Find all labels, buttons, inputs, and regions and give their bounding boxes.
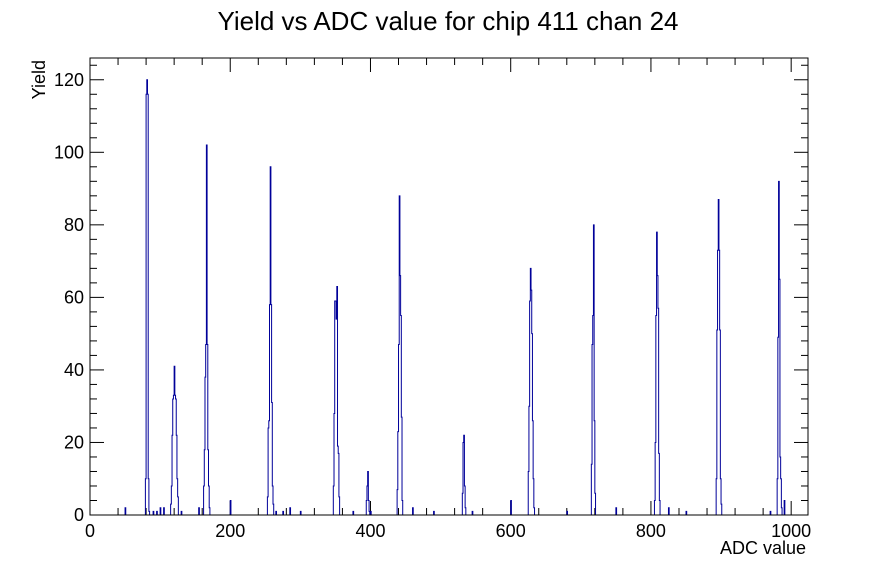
- y-tick-label: 120: [54, 70, 84, 90]
- y-axis-label: Yield: [29, 60, 49, 99]
- x-tick-label: 400: [355, 521, 385, 541]
- y-tick-label: 0: [74, 505, 84, 525]
- axis-tick-labels: 0 200 400 600 800 1000 0 20 40 60 80 100 120: [54, 70, 811, 541]
- x-tick-label: 200: [215, 521, 245, 541]
- plot-frame: [89, 57, 809, 516]
- y-tick-label: 60: [64, 287, 84, 307]
- x-tick-label: 600: [496, 521, 526, 541]
- y-tick-label: 20: [64, 432, 84, 452]
- chart-title: Yield vs ADC value for chip 411 chan 24: [217, 6, 678, 36]
- y-tick-label: 80: [64, 215, 84, 235]
- x-tick-label: 0: [85, 521, 95, 541]
- axis-ticks: [89, 58, 808, 516]
- x-tick-label: 800: [636, 521, 666, 541]
- y-tick-label: 40: [64, 360, 84, 380]
- x-tick-label: 1000: [771, 521, 811, 541]
- x-axis-label: ADC value: [720, 538, 806, 558]
- y-tick-label: 100: [54, 142, 84, 162]
